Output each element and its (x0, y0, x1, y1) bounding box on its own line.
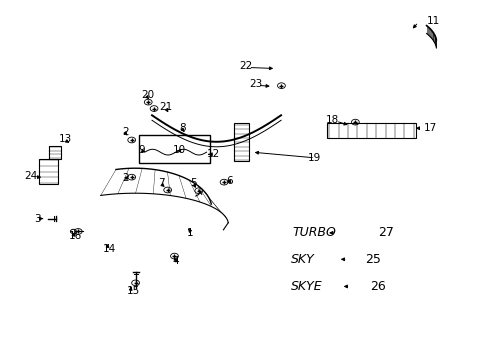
Text: 22: 22 (239, 62, 252, 71)
Text: 19: 19 (307, 153, 320, 163)
Bar (138, 135, 210, 163)
Text: 6: 6 (225, 176, 232, 186)
Text: 1: 1 (187, 228, 193, 238)
Text: 2: 2 (122, 127, 128, 137)
Text: 5: 5 (190, 178, 196, 188)
Text: 25: 25 (365, 253, 380, 266)
Bar (39, 158, 58, 184)
Text: 18: 18 (325, 115, 339, 125)
Text: 8: 8 (179, 123, 185, 133)
Text: 14: 14 (102, 244, 116, 253)
Text: 10: 10 (172, 145, 185, 155)
Text: SKYE: SKYE (290, 280, 322, 293)
Text: 26: 26 (369, 280, 385, 293)
Text: 23: 23 (249, 79, 262, 89)
Text: 15: 15 (126, 287, 140, 296)
Text: 12: 12 (206, 149, 220, 159)
Text: 4: 4 (172, 256, 179, 266)
Bar (49, 146, 61, 159)
Text: 27: 27 (377, 226, 393, 239)
Text: SKY: SKY (290, 253, 314, 266)
Text: 2: 2 (122, 173, 128, 183)
Text: 13: 13 (59, 134, 72, 144)
Text: 9: 9 (138, 145, 145, 155)
Text: 17: 17 (423, 123, 436, 133)
Text: 20: 20 (141, 90, 154, 100)
Bar (326, 123, 415, 138)
Text: 7: 7 (158, 178, 164, 188)
Bar (233, 123, 249, 161)
Text: 21: 21 (159, 102, 172, 112)
Text: 3: 3 (34, 213, 41, 224)
Text: 16: 16 (68, 231, 81, 242)
Text: TURBO: TURBO (291, 226, 335, 239)
Text: 11: 11 (426, 16, 439, 26)
Text: 24: 24 (25, 171, 38, 181)
